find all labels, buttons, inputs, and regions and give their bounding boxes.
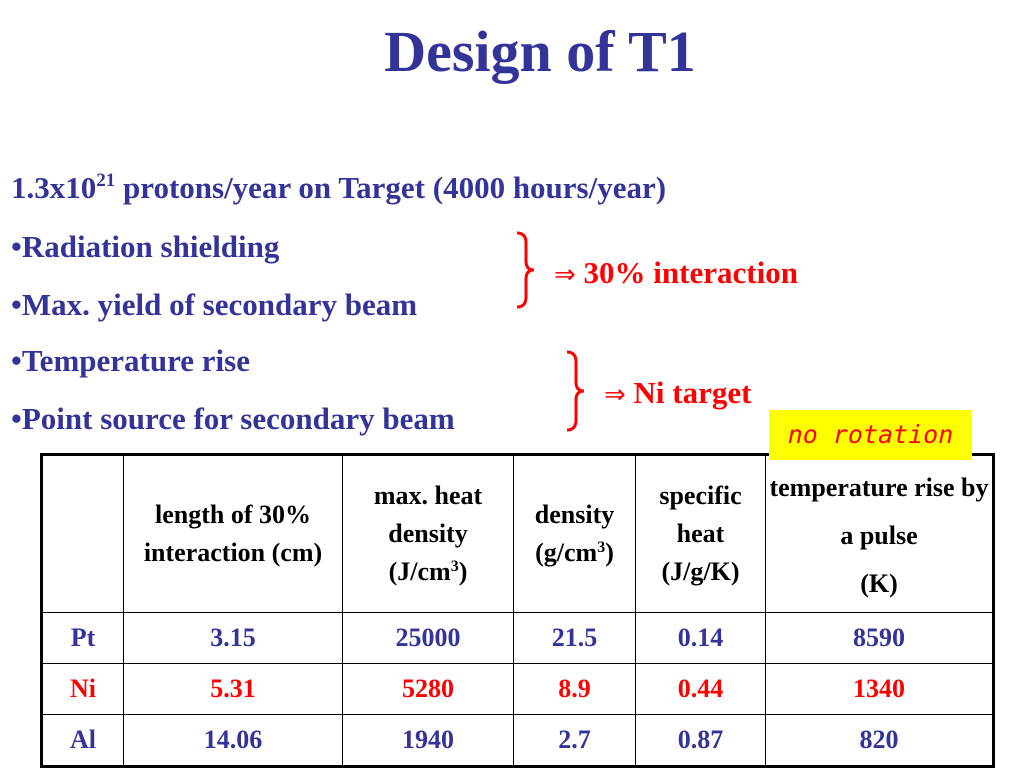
intro-line: 1.3x1021 protons/year on Target (4000 ho… — [11, 170, 666, 206]
density-cell: 21.5 — [513, 612, 636, 664]
sticky-note: no rotation — [769, 410, 972, 460]
bullet-temperature-rise: •Temperature rise — [11, 343, 250, 378]
bullet-radiation-shielding: •Radiation shielding — [11, 229, 280, 264]
interaction-text: 30% interaction — [575, 255, 798, 290]
heat-density-cell: 5280 — [342, 663, 514, 715]
intro-exponent: 21 — [96, 170, 116, 191]
density-cell: 8.9 — [513, 663, 636, 715]
bullet-point-source: •Point source for secondary beam — [11, 401, 455, 436]
temp-rise-cell: 1340 — [765, 663, 994, 715]
target-note: ⇒ Ni target — [604, 375, 751, 411]
material-cell: Ni — [41, 663, 124, 715]
intro-prefix: 1.3x10 — [11, 170, 97, 205]
length-cell: 14.06 — [123, 714, 343, 767]
temp-rise-cell: 820 — [765, 714, 994, 767]
table-row: Al 14.06 1940 2.7 0.87 820 — [41, 714, 994, 767]
header-density: density (g/cm3) — [513, 454, 636, 613]
header-empty — [41, 454, 124, 613]
header-length: length of 30% interaction (cm) — [123, 454, 343, 613]
table-row: Ni 5.31 5280 8.9 0.44 1340 — [41, 663, 994, 715]
header-specific-heat: specific heat (J/g/K) — [635, 454, 766, 613]
bullet-max-yield: •Max. yield of secondary beam — [11, 287, 418, 322]
slide-title: Design of T1 — [384, 19, 696, 84]
density-cell: 2.7 — [513, 714, 636, 767]
length-cell: 5.31 — [123, 663, 343, 715]
length-cell: 3.15 — [123, 612, 343, 664]
specific-heat-cell: 0.44 — [635, 663, 766, 715]
table-header-row: length of 30% interaction (cm) max. heat… — [41, 454, 994, 613]
interaction-note: ⇒ 30% interaction — [554, 255, 798, 291]
heat-density-cell: 1940 — [342, 714, 514, 767]
implies-arrow-icon: ⇒ — [554, 260, 576, 290]
specific-heat-cell: 0.87 — [635, 714, 766, 767]
header-heat-density: max. heat density (J/cm3) — [342, 454, 514, 613]
materials-table: length of 30% interaction (cm) max. heat… — [40, 453, 995, 768]
target-text: Ni target — [625, 375, 752, 410]
material-cell: Pt — [41, 612, 124, 664]
header-temperature-rise: temperature rise by a pulse (K) — [765, 454, 994, 613]
right-brace-icon — [516, 231, 535, 309]
intro-suffix: protons/year on Target (4000 hours/year) — [115, 170, 667, 205]
material-cell: Al — [41, 714, 124, 767]
implies-arrow-icon: ⇒ — [604, 380, 626, 410]
temp-rise-cell: 8590 — [765, 612, 994, 664]
right-brace-icon — [566, 350, 585, 432]
heat-density-cell: 25000 — [342, 612, 514, 664]
table-row: Pt 3.15 25000 21.5 0.14 8590 — [41, 612, 994, 664]
specific-heat-cell: 0.14 — [635, 612, 766, 664]
